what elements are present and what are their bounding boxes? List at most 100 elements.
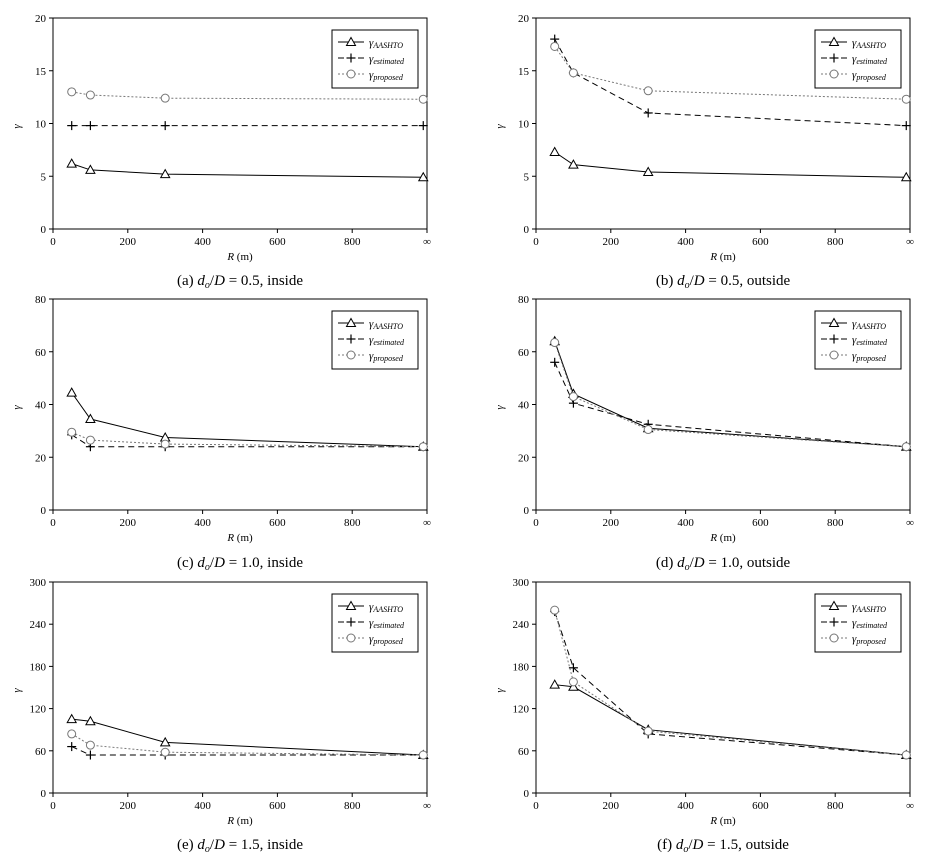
series-γproposed <box>67 427 428 452</box>
x-tick-label: 600 <box>269 236 286 248</box>
y-tick-label: 15 <box>35 66 47 78</box>
legend-label-sub: AASHTO <box>855 41 886 50</box>
caption-rest: = 0.5, inside <box>225 273 303 289</box>
data-point-circle <box>901 94 911 104</box>
data-point-circle <box>418 94 428 104</box>
x-tick-label: 0 <box>50 236 56 248</box>
legend-label-base: γ <box>852 69 857 81</box>
legend-box <box>331 593 419 653</box>
caption-var-d: d <box>197 273 205 289</box>
data-point-circle <box>550 605 560 615</box>
x-axis-label-unit: (m) <box>717 815 736 827</box>
y-tick-label: 10 <box>518 119 530 131</box>
data-point-circle <box>829 633 839 643</box>
x-axis-label-unit: (m) <box>234 815 253 827</box>
series-γproposed <box>550 41 911 104</box>
series-line <box>554 38 907 127</box>
data-point-triangle <box>900 171 912 182</box>
x-axis-label-var: R <box>226 251 234 263</box>
y-tick-label: 300 <box>30 577 47 589</box>
caption-var-D: D <box>213 837 225 853</box>
x-axis-label: R (m) <box>226 815 253 827</box>
caption-var-D: D <box>213 273 225 289</box>
data-point-circle <box>901 750 911 760</box>
series-line <box>71 746 424 756</box>
x-tick-label: 600 <box>269 517 286 529</box>
x-tick-label: ∞ <box>423 800 431 812</box>
legend-label: γproposed <box>369 633 404 646</box>
x-tick-label: ∞ <box>906 236 914 248</box>
data-point-plus <box>829 53 839 63</box>
series-line <box>554 151 907 178</box>
y-tick-label: 0 <box>41 788 47 800</box>
data-point-triangle <box>828 317 840 327</box>
y-tick-label: 60 <box>35 347 47 359</box>
x-tick-label: 400 <box>194 800 211 812</box>
series-line <box>71 718 424 756</box>
y-tick-label: 0 <box>524 788 530 800</box>
data-point-circle <box>829 350 839 360</box>
legend-label-sub: AASHTO <box>372 322 403 331</box>
caption-prefix: (e) <box>177 837 197 853</box>
legend-label-base: γ <box>852 350 857 362</box>
data-point-triangle <box>85 164 96 174</box>
x-tick-label: 200 <box>120 517 137 529</box>
y-tick-label: 60 <box>518 347 530 359</box>
legend-label: γAASHTO <box>369 37 403 50</box>
y-tick-label: 300 <box>513 577 530 589</box>
series-line <box>554 610 907 756</box>
series-line <box>554 341 907 448</box>
panel-caption: (b) do/D = 0.5, outside <box>656 273 791 291</box>
panel-caption: (a) do/D = 0.5, inside <box>177 273 303 291</box>
caption-slash: / <box>690 273 695 289</box>
data-point-plus <box>67 121 77 131</box>
data-point-circle <box>346 69 356 79</box>
data-point-triangle <box>828 600 840 610</box>
series-line <box>554 684 907 756</box>
data-point-plus <box>643 108 653 118</box>
series-γAASHTO <box>66 713 429 760</box>
x-axis-label: R (m) <box>226 532 253 544</box>
legend-label-base: γ <box>852 334 857 346</box>
plot-frame <box>535 581 911 794</box>
legend-label-sub: AASHTO <box>855 605 886 614</box>
data-point-plus <box>346 334 356 344</box>
x-tick-label: 0 <box>50 800 56 812</box>
x-tick-label: 400 <box>677 517 694 529</box>
x-tick-label: ∞ <box>906 517 914 529</box>
data-point-circle <box>85 90 95 100</box>
y-tick-label: 80 <box>35 294 47 306</box>
series-γestimated <box>67 742 428 760</box>
legend-label-sub: estimated <box>373 338 405 347</box>
x-axis-label-unit: (m) <box>717 251 736 263</box>
series-line <box>71 733 424 756</box>
data-point-plus <box>346 53 356 63</box>
caption-prefix: (d) <box>656 555 677 571</box>
series-γestimated <box>67 121 428 131</box>
legend-label: γproposed <box>852 69 887 82</box>
legend-label: γestimated <box>369 334 405 347</box>
x-tick-label: 0 <box>50 517 56 529</box>
data-point-triangle <box>159 168 171 179</box>
data-point-triangle <box>66 387 78 397</box>
caption-slash: / <box>688 837 693 853</box>
caption-prefix: (a) <box>177 273 197 289</box>
legend-label-base: γ <box>369 350 374 362</box>
legend-box <box>814 29 902 89</box>
data-point-circle <box>346 633 356 643</box>
data-point-triangle <box>66 158 78 168</box>
data-point-circle <box>568 68 578 78</box>
y-tick-label: 120 <box>513 704 530 716</box>
data-point-plus <box>829 334 839 344</box>
x-tick-label: ∞ <box>423 517 431 529</box>
caption-rest: = 0.5, outside <box>705 273 791 289</box>
legend-label-sub: estimated <box>856 621 888 630</box>
caption-var-D: D <box>213 555 225 571</box>
y-tick-label: 5 <box>41 171 47 183</box>
data-point-circle <box>418 750 428 760</box>
series-γestimated <box>550 357 911 452</box>
x-tick-label: 800 <box>344 517 361 529</box>
